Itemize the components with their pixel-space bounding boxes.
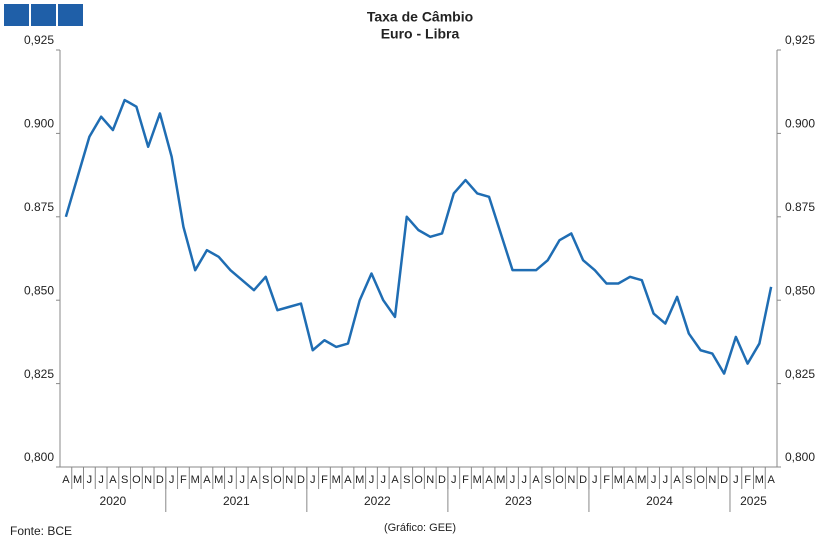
x-tick-label: D [297,474,305,486]
y2-tick-label: 0.900 [785,117,815,131]
x-tick-label: O [555,474,564,486]
x-tick-label: M [355,474,364,486]
x-tick-label: J [87,474,93,486]
x-tick-label: J [451,474,457,486]
x-tick-label: D [438,474,446,486]
x-tick-label: F [462,474,469,486]
x-tick-label: M [73,474,82,486]
x-tick-label: D [156,474,164,486]
x-tick-label: M [332,474,341,486]
year-label: 2021 [223,494,250,508]
logo-block [4,4,29,26]
x-tick-label: O [414,474,423,486]
x-tick-label: A [673,474,681,486]
x-tick-label: A [203,474,211,486]
x-tick-label: M [637,474,646,486]
logo-block [58,4,83,26]
x-tick-label: S [544,474,551,486]
x-tick-label: N [708,474,716,486]
x-tick-label: D [720,474,728,486]
x-tick-label: J [651,474,657,486]
x-tick-label: O [132,474,141,486]
x-tick-label: S [685,474,692,486]
x-tick-label: A [250,474,258,486]
x-tick-label: A [767,474,775,486]
y-tick-label: 0,800 [24,450,54,464]
year-label: 2025 [740,494,767,508]
x-tick-label: F [321,474,328,486]
y2-tick-label: 0,925 [785,33,815,47]
year-label: 2022 [364,494,391,508]
credit: (Gráfico: GEE) [384,522,456,534]
y-tick-label: 0,850 [24,283,54,297]
x-tick-label: M [496,474,505,486]
x-tick-label: J [522,474,528,486]
chart-title: Taxa de Câmbio [367,9,473,25]
x-tick-label: A [344,474,352,486]
x-tick-label: O [696,474,705,486]
x-tick-label: J [98,474,104,486]
x-tick-label: A [391,474,399,486]
year-label: 2023 [505,494,532,508]
x-tick-label: J [380,474,386,486]
x-tick-label: M [214,474,223,486]
x-tick-label: M [614,474,623,486]
x-tick-label: J [592,474,598,486]
x-tick-label: J [510,474,516,486]
y-tick-label: 0,825 [24,367,54,381]
x-tick-label: M [191,474,200,486]
y-tick-label: 0,925 [24,33,54,47]
x-tick-label: F [603,474,610,486]
x-tick-label: J [169,474,175,486]
x-tick-label: N [144,474,152,486]
x-tick-label: J [310,474,316,486]
x-tick-label: A [626,474,634,486]
y2-tick-label: 0,800 [785,450,815,464]
x-tick-label: N [426,474,434,486]
x-tick-label: D [579,474,587,486]
line [64,98,773,375]
x-tick-label: S [121,474,128,486]
x-tick-label: S [262,474,269,486]
x-tick-label: A [485,474,493,486]
y2-tick-label: 0,850 [785,283,815,297]
x-tick-label: M [473,474,482,486]
y-tick-label: 0.900 [24,117,54,131]
x-tick-label: J [733,474,739,486]
x-tick-label: N [285,474,293,486]
x-tick-label: F [180,474,187,486]
logo-block [31,4,56,26]
y2-tick-label: 0.875 [785,200,815,214]
y2-tick-label: 0,825 [785,367,815,381]
source: Fonte: BCE [10,524,72,538]
year-label: 2020 [100,494,127,508]
x-tick-label: J [239,474,245,486]
x-tick-label: J [228,474,234,486]
x-tick-label: N [567,474,575,486]
x-tick-label: F [744,474,751,486]
year-label: 2024 [646,494,673,508]
x-tick-label: J [369,474,375,486]
x-tick-label: A [109,474,117,486]
x-tick-label: J [663,474,669,486]
x-tick-label: O [273,474,282,486]
x-tick-label: A [62,474,70,486]
x-tick-label: A [532,474,540,486]
y-tick-label: 0.875 [24,200,54,214]
x-tick-label: M [755,474,764,486]
x-tick-label: S [403,474,410,486]
chart-subtitle: Euro - Libra [381,26,460,42]
